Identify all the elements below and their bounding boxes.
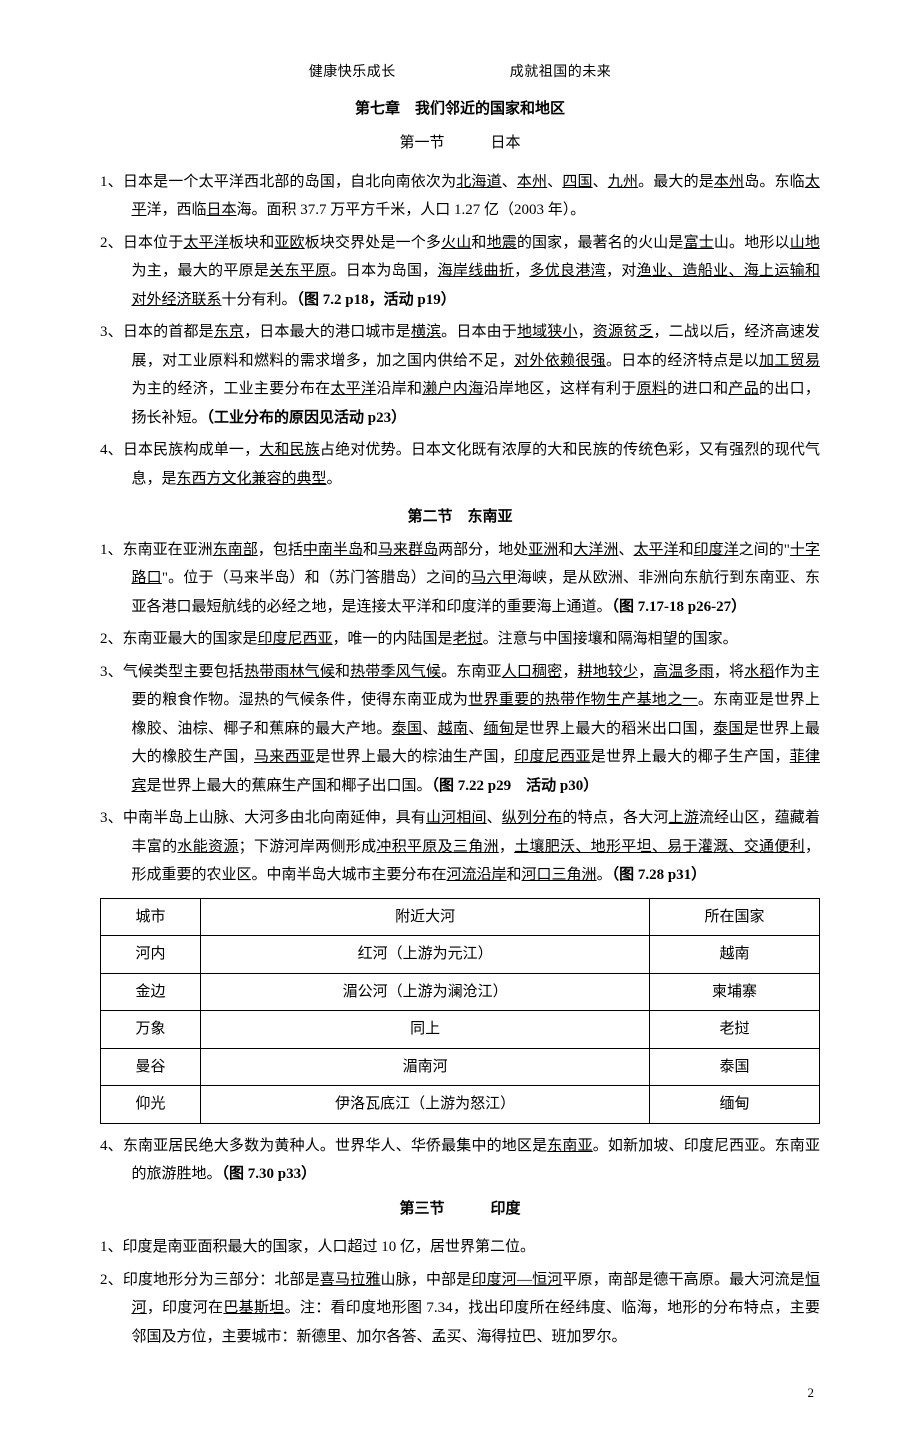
s1-item3: 3、日本的首都是东京，日本最大的港口城市是横滨。日本由于地域狭小，资源贫乏，二战… (100, 318, 820, 432)
s1-item1: 1、日本是一个太平洋西北部的岛国，自北向南依次为北海道、本州、四国、九州。最大的… (100, 168, 820, 225)
cities-table: 城市 附近大河 所在国家 河内红河（上游为元江）越南 金边湄公河（上游为澜沧江）… (100, 898, 820, 1124)
header-right: 成就祖国的未来 (510, 60, 612, 87)
col-country: 所在国家 (650, 898, 820, 936)
section1-heading: 第一节日本 (100, 129, 820, 158)
s1-item4: 4、日本民族构成单一，大和民族占绝对优势。日本文化既有浓厚的大和民族的传统色彩，… (100, 436, 820, 493)
table-row: 曼谷湄南河泰国 (101, 1048, 820, 1086)
table-row: 金边湄公河（上游为澜沧江）柬埔寨 (101, 973, 820, 1011)
s1-item2: 2、日本位于太平洋板块和亚欧板块交界处是一个多火山和地震的国家，最著名的火山是富… (100, 229, 820, 315)
s2-item1: 1、东南亚在亚洲东南部，包括中南半岛和马来群岛两部分，地处亚洲和大洋洲、太平洋和… (100, 536, 820, 622)
section2-heading: 第二节 东南亚 (100, 503, 820, 532)
s2-item3b: 3、中南半岛上山脉、大河多由北向南延伸，具有山河相间、纵列分布的特点，各大河上游… (100, 804, 820, 890)
running-header: 健康快乐成长 成就祖国的未来 (100, 60, 820, 87)
chapter-title: 第七章 我们邻近的国家和地区 (100, 95, 820, 124)
s2-item3a: 3、气候类型主要包括热带雨林气候和热带季风气候。东南亚人口稠密，耕地较少，高温多… (100, 658, 820, 801)
s3-item2: 2、印度地形分为三部分：北部是喜马拉雅山脉，中部是印度河—恒河平原，南部是德干高… (100, 1266, 820, 1352)
table-row: 万象同上老挝 (101, 1011, 820, 1049)
table-row: 河内红河（上游为元江）越南 (101, 936, 820, 974)
col-city: 城市 (101, 898, 201, 936)
col-river: 附近大河 (201, 898, 650, 936)
table-row: 仰光伊洛瓦底江（上游为怒江）缅甸 (101, 1086, 820, 1124)
table-header-row: 城市 附近大河 所在国家 (101, 898, 820, 936)
s2-item2: 2、东南亚最大的国家是印度尼西亚，唯一的内陆国是老挝。注意与中国接壤和隔海相望的… (100, 625, 820, 654)
header-left: 健康快乐成长 (309, 60, 396, 87)
section3-heading: 第三节印度 (100, 1195, 820, 1224)
s2-item4: 4、东南亚居民绝大多数为黄种人。世界华人、华侨最集中的地区是东南亚。如新加坡、印… (100, 1132, 820, 1189)
page-number: 2 (100, 1381, 820, 1406)
s3-item1: 1、印度是南亚面积最大的国家，人口超过 10 亿，居世界第二位。 (100, 1233, 820, 1262)
